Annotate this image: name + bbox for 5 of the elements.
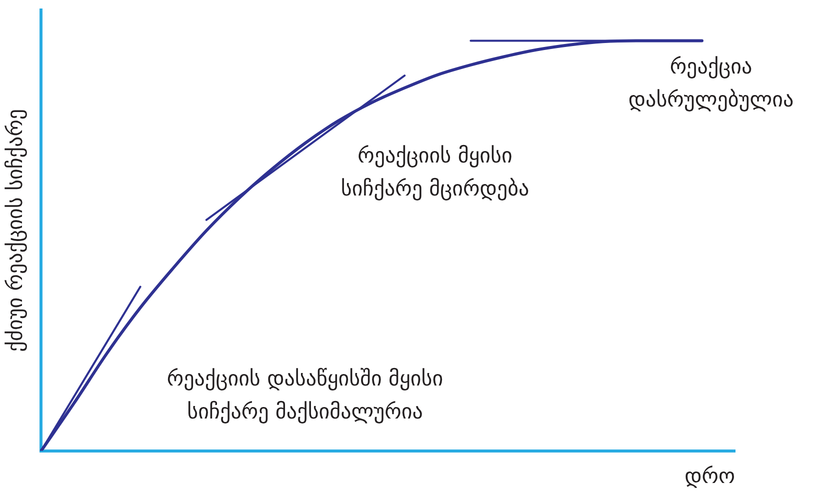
annotation: რეაქციის მყისი სიჩქარე მცირდება — [340, 143, 530, 200]
y-axis-title: ქძიუი რეაქციის სიჩქარე — [3, 108, 28, 352]
annotation: რეაქცია დასრულებულია — [628, 54, 794, 112]
annotation: რეაქციის დასაწყისში მყისი სიჩქარე მაქსიმალურია — [166, 366, 444, 424]
x-axis-title: დრო — [684, 464, 735, 488]
